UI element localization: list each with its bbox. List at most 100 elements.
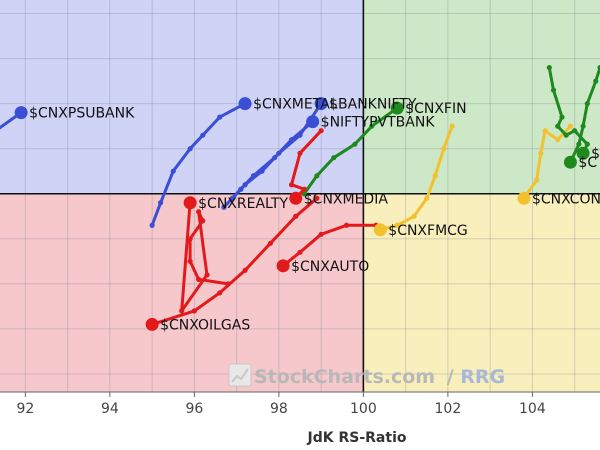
series-point (369, 123, 375, 129)
series-line (522, 124, 572, 200)
series-line (0, 111, 23, 130)
series-point (576, 141, 582, 147)
series-point (250, 173, 257, 179)
series-point (411, 213, 417, 219)
series-line (302, 106, 399, 196)
series-head-point (563, 155, 577, 169)
series-point (314, 173, 320, 179)
series-point (449, 123, 455, 129)
series-2 (149, 97, 252, 228)
series-label: $CNXPSUBANK (29, 106, 135, 122)
series-point (584, 101, 590, 107)
series-head-point (517, 191, 531, 205)
series-point (195, 276, 202, 282)
series-label: $NIFTYPVTBANK (321, 115, 436, 131)
series-point (597, 64, 600, 71)
series-point (195, 209, 202, 215)
x-tick-label: 92 (16, 401, 34, 417)
series-point (170, 168, 176, 174)
series-head-point (145, 317, 159, 331)
series-4 (221, 115, 320, 210)
series-point (149, 222, 155, 228)
x-tick-label: 102 (435, 401, 462, 417)
series-point (179, 308, 185, 314)
series-line (547, 66, 589, 155)
series-point (242, 267, 248, 273)
series-point (394, 222, 400, 228)
x-tick-label: 100 (350, 401, 377, 417)
series-point (550, 87, 557, 93)
series-8 (276, 222, 379, 273)
series-point (217, 290, 223, 296)
series-head-point (314, 97, 328, 111)
watermark-brand: StockCharts.com (254, 366, 435, 388)
series-point (288, 182, 295, 188)
series-point (555, 137, 561, 143)
series-point (331, 155, 337, 161)
series-10 (373, 123, 455, 237)
series-point (200, 132, 206, 138)
series-1 (0, 106, 28, 130)
series-point (238, 186, 244, 192)
series-point (542, 128, 548, 134)
series-point (318, 231, 324, 237)
series-point (555, 123, 561, 129)
series-head-point (373, 223, 387, 237)
series-point (563, 132, 569, 138)
series-11 (517, 123, 574, 205)
series-point (187, 146, 193, 152)
series-label: $CNXMEDIA (304, 191, 389, 207)
x-tick-label: 98 (270, 401, 288, 417)
series-point (301, 186, 307, 192)
series-point (297, 249, 303, 255)
series-head-point (289, 191, 303, 205)
series-point (297, 150, 303, 156)
labels-layer: $CNXPSUBANK $CNXMETAL$BANKNIFTY $NIFTYPVTB… (29, 97, 600, 334)
series-label: $CNXCONSUM (532, 191, 600, 207)
series-point (584, 141, 590, 147)
series-point (200, 218, 206, 224)
series-head-point (390, 101, 404, 115)
series-label: $CNXAUTO (291, 259, 369, 275)
series-head-point (14, 106, 28, 120)
series-point (567, 123, 574, 129)
series-point (217, 114, 223, 120)
series-point (221, 204, 227, 210)
series-label: $BANKNIFTY (329, 97, 417, 113)
series-point (204, 272, 210, 278)
series-label: $CNXREALTY (198, 196, 288, 212)
series-point (572, 128, 578, 134)
series-point (546, 64, 552, 71)
series-5 (301, 101, 404, 197)
series-label: $CNXFMCG (388, 223, 468, 239)
series-point (191, 308, 197, 314)
series-point (157, 200, 164, 206)
series-point (293, 213, 299, 219)
svg-text:StockCharts.com / RRG: StockCharts.com / RRG (254, 366, 505, 388)
series-9 (145, 195, 320, 331)
series-label: $CNXOILGAS (160, 317, 250, 333)
series-point (272, 155, 278, 161)
x-axis-title: JdK RS-Ratio (307, 430, 407, 446)
series-point (187, 258, 193, 264)
series-label: $CNXFIN (405, 101, 466, 117)
series-point (288, 137, 295, 143)
series-13 (563, 64, 600, 169)
series-point (534, 177, 540, 183)
series-head-point (306, 115, 320, 129)
series-point (559, 114, 565, 120)
watermark-product: RRG (460, 366, 505, 388)
series-head-point (183, 196, 197, 210)
series-point (580, 123, 586, 129)
series-6 (288, 128, 324, 205)
quadrant-weakening (363, 193, 600, 392)
series-head-point (238, 97, 252, 111)
series-point (343, 222, 350, 228)
series-point (441, 146, 447, 152)
x-tick-label: 96 (185, 401, 203, 417)
quadrant-backgrounds (0, 0, 600, 392)
series-label: $C (591, 146, 600, 162)
x-tick-label: 104 (519, 401, 546, 417)
series-point (538, 150, 544, 156)
